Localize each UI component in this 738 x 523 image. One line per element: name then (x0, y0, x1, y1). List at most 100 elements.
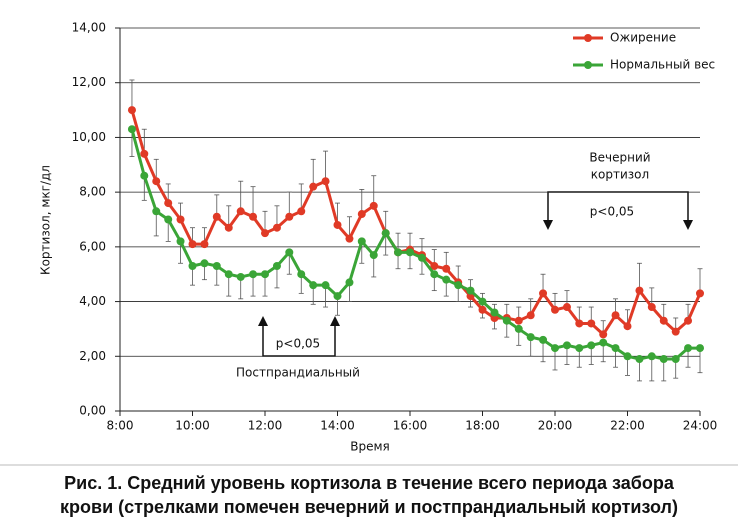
point (176, 215, 185, 224)
y-tick-label: 12,00 (72, 75, 106, 89)
point (224, 223, 233, 232)
point (562, 341, 571, 350)
x-tick-label: 22:00 (610, 419, 645, 433)
error-bar (649, 356, 655, 382)
point (272, 223, 281, 232)
point (140, 149, 149, 158)
point (140, 171, 149, 180)
point (297, 270, 306, 279)
y-tick-label: 0,00 (79, 404, 106, 418)
point (369, 201, 378, 210)
point (249, 212, 258, 221)
point (249, 270, 258, 279)
point (502, 316, 511, 325)
point (696, 344, 704, 353)
error-bar (286, 191, 292, 217)
point (478, 297, 487, 306)
point (261, 270, 269, 279)
x-axis-label: Время (350, 440, 390, 454)
point (212, 212, 221, 221)
point (285, 248, 294, 257)
point (417, 253, 426, 262)
point (466, 286, 475, 295)
arrowhead (330, 316, 340, 326)
x-tick-label: 14:00 (320, 419, 355, 433)
point (285, 212, 294, 221)
point (587, 319, 596, 328)
point (236, 207, 245, 216)
point (381, 229, 390, 238)
annotation: p<0,05 (590, 205, 634, 219)
point (551, 344, 559, 353)
error-bar (697, 268, 703, 294)
point (490, 308, 499, 317)
error-bar (636, 262, 642, 291)
point (454, 281, 463, 290)
point (647, 352, 656, 361)
point (309, 281, 318, 290)
point (333, 292, 342, 301)
point (394, 248, 403, 257)
arrowheads (258, 220, 693, 326)
error-bar (153, 211, 159, 237)
point (575, 319, 584, 328)
legend-marker (584, 61, 592, 69)
point (127, 106, 136, 115)
point (236, 272, 245, 281)
error-bar (250, 186, 256, 217)
point (599, 330, 608, 339)
annotation: Постпрандиальный (236, 366, 360, 380)
annotation: кортизол (591, 168, 649, 182)
point (611, 344, 620, 353)
point (442, 264, 451, 273)
arrowhead (543, 220, 553, 230)
point (345, 278, 354, 287)
arrowhead (683, 220, 693, 230)
x-tick-label: 24:00 (683, 419, 718, 433)
x-tick-label: 8:00 (107, 419, 134, 433)
error-bar (310, 158, 316, 187)
point (442, 275, 451, 284)
x-tick-label: 10:00 (175, 419, 210, 433)
point (599, 338, 608, 347)
point (659, 316, 668, 325)
point (539, 335, 548, 344)
point (357, 237, 366, 246)
point (696, 289, 704, 298)
point (671, 327, 680, 336)
point (587, 341, 596, 350)
error-bar (129, 79, 135, 111)
point (152, 207, 161, 216)
error-bar (323, 150, 329, 182)
point (478, 305, 487, 314)
point (406, 248, 414, 257)
caption: крови (стрелками помечен вечерний и пост… (60, 497, 678, 517)
x-tick-label: 16:00 (393, 419, 428, 433)
point (526, 333, 535, 342)
series-line (130, 109, 702, 337)
x-tick-label: 20:00 (538, 419, 573, 433)
annotation: Вечерний (589, 151, 650, 165)
point (272, 262, 281, 271)
point (623, 322, 632, 331)
point (647, 303, 656, 312)
point (200, 259, 209, 268)
point (369, 251, 378, 260)
y-tick-label: 6,00 (79, 239, 106, 253)
y-axis-label: Кортизол, мкг/дл (39, 165, 53, 275)
error-bar (371, 175, 377, 206)
point (514, 324, 523, 333)
point (671, 355, 680, 364)
legend-label: Ожирение (610, 31, 676, 45)
point (635, 286, 644, 295)
point (526, 311, 535, 320)
point (176, 237, 185, 246)
error-bar (298, 183, 304, 212)
point (188, 262, 197, 271)
point (261, 229, 269, 238)
arrowhead (258, 316, 268, 326)
point (127, 125, 136, 134)
y-tick-label: 8,00 (79, 185, 106, 199)
